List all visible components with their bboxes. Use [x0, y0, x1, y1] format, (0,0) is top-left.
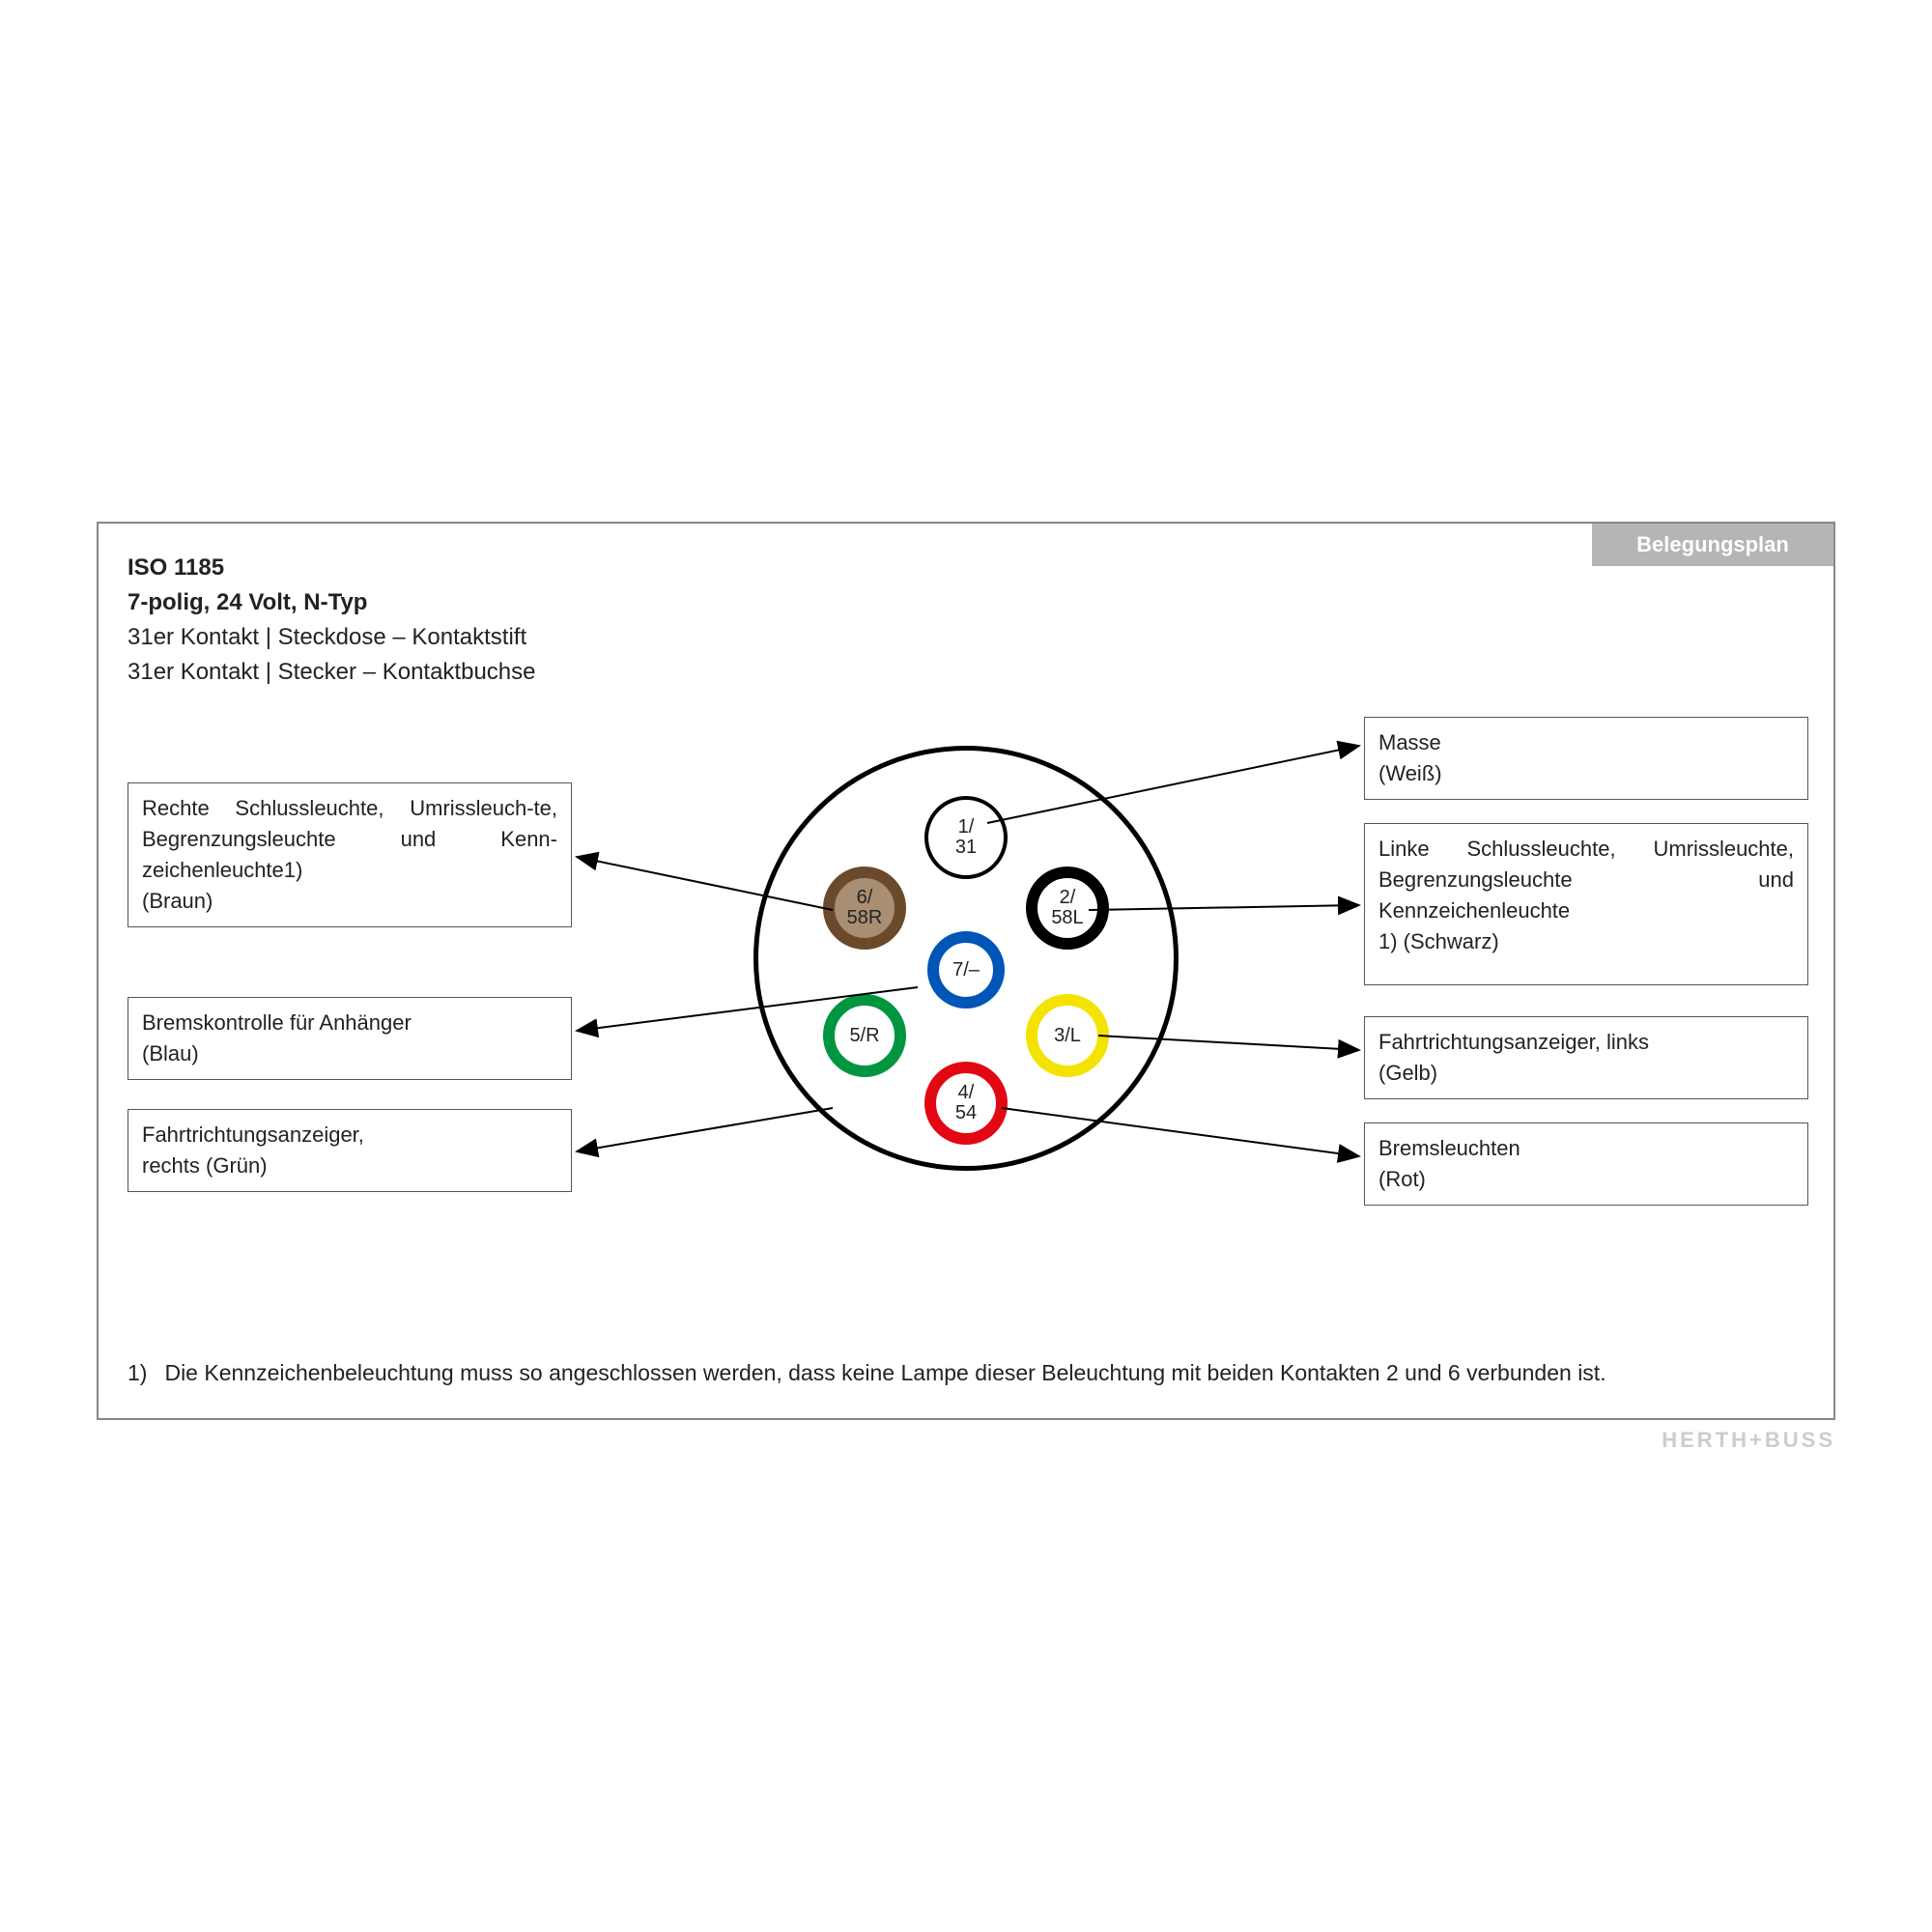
- header-block: ISO 1185 7-polig, 24 Volt, N-Typ 31er Ko…: [128, 551, 535, 690]
- pin4: 4/ 54: [924, 1062, 1008, 1145]
- box2: Linke Schlussleuchte, Umrissleuchte, Beg…: [1364, 823, 1808, 985]
- connector-socket: 1/ 31 2/ 58L 3/L 4/ 54 5/R 6/ 58R 7/–: [753, 746, 1179, 1171]
- pin4-label: 4/ 54: [955, 1083, 977, 1123]
- brand-watermark: HERTH+BUSS: [1662, 1428, 1835, 1453]
- footnote: 1) Die Kennzeichenbeleuchtung muss so an…: [128, 1356, 1606, 1391]
- pin2-label: 2/ 58L: [1051, 888, 1083, 928]
- header-line4: 31er Kontakt | Stecker – Kontaktbuchse: [128, 655, 535, 690]
- pin5-label: 5/R: [849, 1026, 879, 1046]
- pin3: 3/L: [1026, 994, 1109, 1077]
- diagram-frame: Belegungsplan ISO 1185 7-polig, 24 Volt,…: [97, 522, 1835, 1420]
- tab-belegungsplan: Belegungsplan: [1592, 524, 1833, 566]
- footnote-marker: 1): [128, 1356, 147, 1391]
- pin7-label: 7/–: [952, 960, 980, 980]
- box7: Bremskontrolle für Anhänger (Blau): [128, 997, 572, 1080]
- box1: Masse (Weiß): [1364, 717, 1808, 800]
- box6: Rechte Schlussleuchte, Umrissleuch-te, B…: [128, 782, 572, 927]
- header-spec: 7-polig, 24 Volt, N-Typ: [128, 585, 535, 620]
- box4: Bremsleuchten (Rot): [1364, 1122, 1808, 1206]
- pin3-label: 3/L: [1054, 1026, 1081, 1046]
- pin2: 2/ 58L: [1026, 867, 1109, 950]
- pin1-label: 1/ 31: [955, 817, 977, 858]
- tab-label: Belegungsplan: [1636, 532, 1789, 557]
- box3: Fahrtrichtungsanzeiger, links (Gelb): [1364, 1016, 1808, 1099]
- pin1: 1/ 31: [924, 796, 1008, 879]
- header-iso: ISO 1185: [128, 551, 535, 585]
- pin5: 5/R: [823, 994, 906, 1077]
- pin6: 6/ 58R: [823, 867, 906, 950]
- footnote-text: Die Kennzeichenbeleuchtung muss so anges…: [164, 1356, 1605, 1391]
- box5: Fahrtrichtungsanzeiger, rechts (Grün): [128, 1109, 572, 1192]
- header-line3: 31er Kontakt | Steckdose – Kontaktstift: [128, 620, 535, 655]
- pin7: 7/–: [927, 931, 1005, 1009]
- pin6-label: 6/ 58R: [847, 888, 883, 928]
